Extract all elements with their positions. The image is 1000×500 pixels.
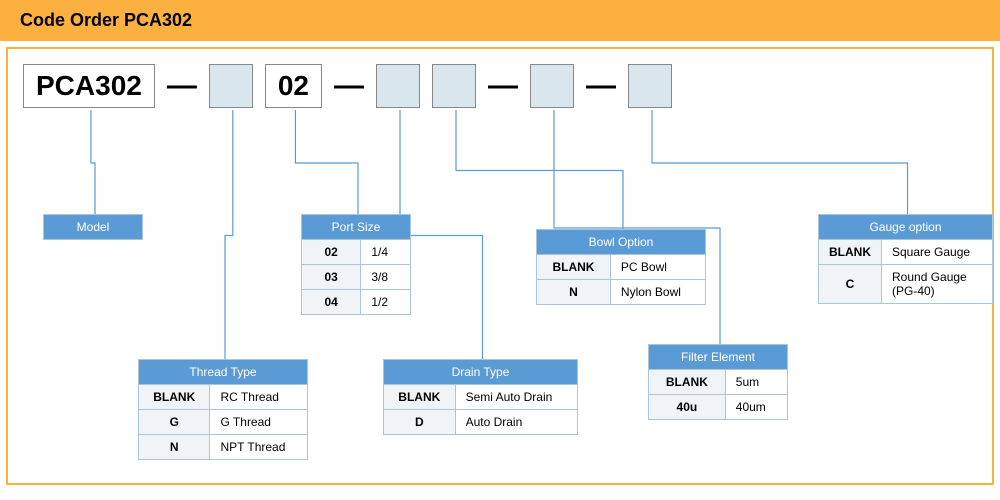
code-cell: N bbox=[139, 435, 210, 460]
code-cell: 04 bbox=[302, 290, 361, 315]
code-cell: BLANK bbox=[139, 385, 210, 410]
desc-cell: 40um bbox=[725, 395, 787, 420]
desc-cell: RC Thread bbox=[210, 385, 308, 410]
desc-cell: 1/2 bbox=[361, 290, 411, 315]
desc-cell: 3/8 bbox=[361, 265, 411, 290]
desc-cell: NPT Thread bbox=[210, 435, 308, 460]
desc-cell: G Thread bbox=[210, 410, 308, 435]
code-cell: BLANK bbox=[384, 385, 456, 410]
table-header: Port Size bbox=[302, 215, 411, 240]
diagram-container: PCA302—02——— ModelThread TypeBLANKRC Thr… bbox=[6, 47, 994, 485]
code-box-blank bbox=[628, 64, 672, 108]
table-header: Gauge option bbox=[819, 215, 993, 240]
table-row: BLANKPC Bowl bbox=[537, 255, 706, 280]
desc-cell: 5um bbox=[725, 370, 787, 395]
table-header: Filter Element bbox=[649, 345, 788, 370]
code-box-blank bbox=[376, 64, 420, 108]
title-bar: Code Order PCA302 bbox=[0, 0, 1000, 41]
table-row: NNylon Bowl bbox=[537, 280, 706, 305]
desc-cell: Semi Auto Drain bbox=[455, 385, 577, 410]
table-row: BLANKSquare Gauge bbox=[819, 240, 993, 265]
code-dash: — bbox=[167, 69, 197, 103]
code-cell: D bbox=[384, 410, 456, 435]
code-cell: BLANK bbox=[819, 240, 882, 265]
code-box: PCA302 bbox=[23, 64, 155, 108]
table-row: 041/2 bbox=[302, 290, 411, 315]
table-row: GG Thread bbox=[139, 410, 308, 435]
table-row: 033/8 bbox=[302, 265, 411, 290]
code-box: 02 bbox=[265, 64, 322, 108]
desc-cell: Round Gauge (PG-40) bbox=[882, 265, 993, 304]
table-row: BLANKRC Thread bbox=[139, 385, 308, 410]
option-table-port: Port Size021/4033/8041/2 bbox=[301, 214, 411, 315]
code-dash: — bbox=[334, 69, 364, 103]
code-cell: N bbox=[537, 280, 611, 305]
desc-cell: PC Bowl bbox=[610, 255, 705, 280]
desc-cell: Nylon Bowl bbox=[610, 280, 705, 305]
table-header: Thread Type bbox=[139, 360, 308, 385]
option-table-model: Model bbox=[43, 214, 143, 240]
code-cell: C bbox=[819, 265, 882, 304]
desc-cell: Auto Drain bbox=[455, 410, 577, 435]
code-cell: 03 bbox=[302, 265, 361, 290]
code-box-blank bbox=[209, 64, 253, 108]
option-table-thread: Thread TypeBLANKRC ThreadGG ThreadNNPT T… bbox=[138, 359, 308, 460]
table-row: NNPT Thread bbox=[139, 435, 308, 460]
code-cell: 02 bbox=[302, 240, 361, 265]
code-cell: G bbox=[139, 410, 210, 435]
code-box-blank bbox=[432, 64, 476, 108]
table-row: DAuto Drain bbox=[384, 410, 578, 435]
code-cell: BLANK bbox=[537, 255, 611, 280]
desc-cell: 1/4 bbox=[361, 240, 411, 265]
table-row: 40u40um bbox=[649, 395, 788, 420]
table-header: Model bbox=[44, 215, 143, 240]
table-row: BLANKSemi Auto Drain bbox=[384, 385, 578, 410]
page-title: Code Order PCA302 bbox=[20, 10, 192, 30]
code-row: PCA302 — 02 — — — bbox=[23, 64, 672, 108]
code-cell: BLANK bbox=[649, 370, 726, 395]
option-table-filter: Filter ElementBLANK5um40u40um bbox=[648, 344, 788, 420]
code-dash: — bbox=[488, 69, 518, 103]
code-dash: — bbox=[586, 69, 616, 103]
table-row: BLANK5um bbox=[649, 370, 788, 395]
code-cell: 40u bbox=[649, 395, 726, 420]
code-box-blank bbox=[530, 64, 574, 108]
desc-cell: Square Gauge bbox=[882, 240, 993, 265]
table-row: CRound Gauge (PG-40) bbox=[819, 265, 993, 304]
table-row: 021/4 bbox=[302, 240, 411, 265]
option-table-gauge: Gauge optionBLANKSquare GaugeCRound Gaug… bbox=[818, 214, 993, 304]
table-header: Drain Type bbox=[384, 360, 578, 385]
option-table-bowl: Bowl OptionBLANKPC BowlNNylon Bowl bbox=[536, 229, 706, 305]
table-header: Bowl Option bbox=[537, 230, 706, 255]
option-table-drain: Drain TypeBLANKSemi Auto DrainDAuto Drai… bbox=[383, 359, 578, 435]
